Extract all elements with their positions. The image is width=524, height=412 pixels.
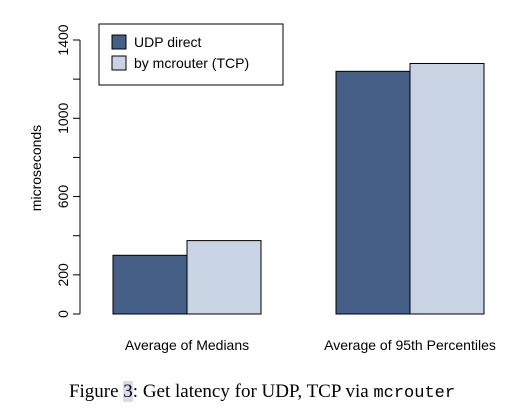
y-tick-label: 200 — [55, 263, 71, 287]
legend-swatch — [111, 55, 127, 71]
caption-code: mcrouter — [373, 384, 456, 403]
legend-box — [98, 23, 284, 86]
bar-mcrouter-tcp — [409, 62, 485, 315]
legend-label: UDP direct — [134, 34, 202, 50]
bar-udp-direct — [335, 70, 411, 315]
legend-label: by mcrouter (TCP) — [134, 55, 249, 71]
y-tick-label: 1000 — [55, 103, 71, 134]
figure-caption: Figure 3: Get latency for UDP, TCP via m… — [0, 381, 524, 403]
caption-text: : Get latency for UDP, TCP via — [132, 381, 374, 402]
category-labels: Average of Medians Average of 95th Percen… — [125, 337, 496, 353]
y-axis-label: microseconds — [28, 125, 44, 211]
bars — [112, 62, 485, 315]
caption-prefix: Figure — [68, 381, 124, 402]
bar-udp-direct — [112, 254, 188, 315]
bar-mcrouter-tcp — [186, 240, 262, 315]
x-category-label: Average of 95th Percentiles — [324, 337, 496, 353]
legend: UDP direct by mcrouter (TCP) — [98, 23, 284, 86]
x-category-label: Average of Medians — [125, 337, 249, 353]
legend-swatch — [111, 34, 127, 50]
y-tick-label: 0 — [55, 310, 71, 318]
y-axis: 0 200 600 1000 1400 — [55, 24, 81, 318]
y-tick-label: 600 — [55, 185, 71, 209]
caption-number: 3 — [123, 381, 133, 402]
y-tick-label: 1400 — [55, 24, 71, 55]
